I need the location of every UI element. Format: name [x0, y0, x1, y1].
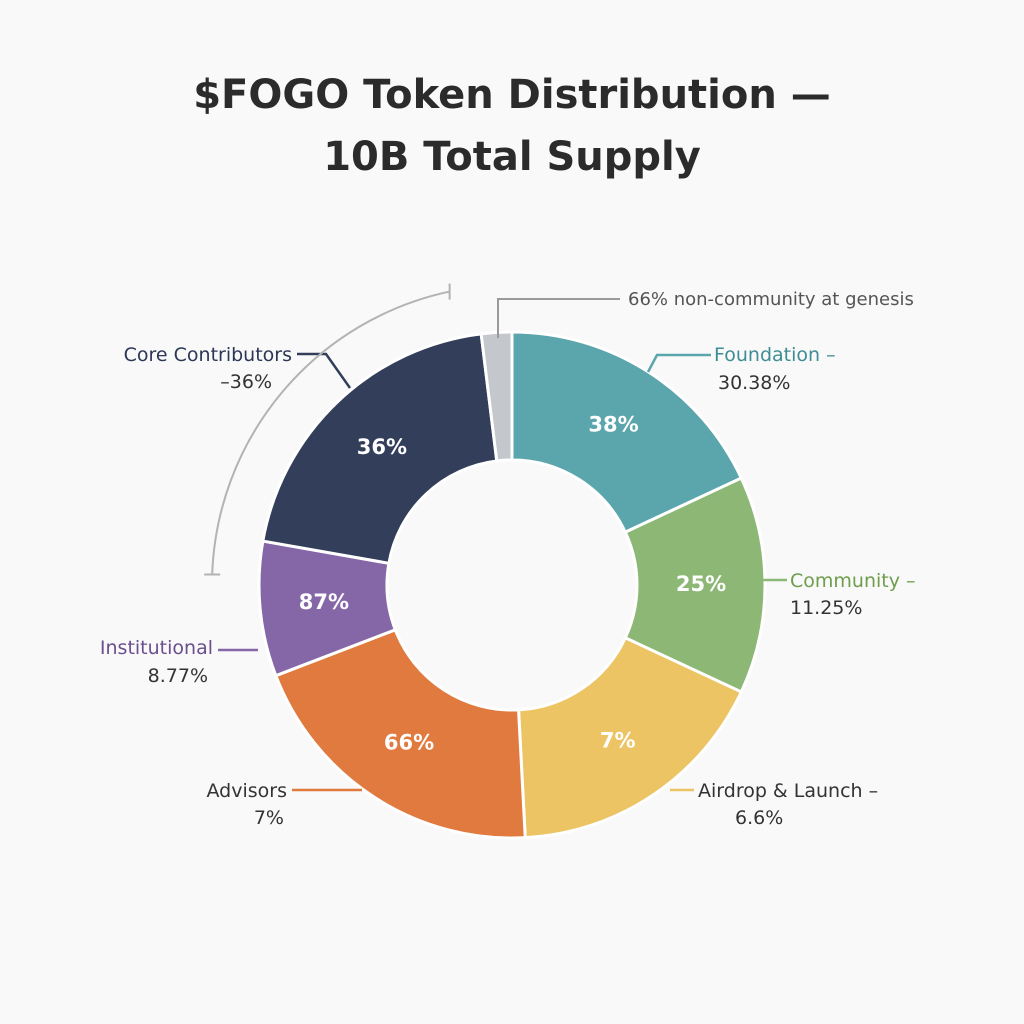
callout-name: Institutional	[100, 637, 213, 659]
donut-slice-community	[623, 476, 767, 694]
slice-percent-label: 66%	[384, 731, 434, 755]
callout-name: Airdrop & Launch –	[698, 780, 878, 802]
callout-value: 6.6%	[735, 807, 783, 829]
chart-title-line-2: 10B Total Supply	[323, 134, 701, 180]
donut-slice-foundation	[510, 330, 744, 535]
callout-leader-line	[646, 353, 711, 373]
donut-slices	[257, 330, 767, 840]
donut-slice-unlabeled	[479, 330, 514, 463]
slice-labels: 38% 25% 7% 66% 87% 36%	[299, 413, 726, 755]
donut-slice-airdrop-launch	[516, 635, 744, 840]
donut-slice-core-contributors	[261, 332, 499, 566]
slice-percent-label: 25%	[676, 572, 726, 596]
annotation-bracket-arc	[211, 290, 450, 575]
callout-name: Foundation –	[714, 344, 836, 366]
callout-leader-line	[297, 352, 352, 389]
chart-title-line-1: $FOGO Token Distribution —	[193, 72, 831, 118]
callouts: Foundation – 30.38% Community – 11.25% Airdr…	[100, 344, 916, 829]
slice-percent-label: 87%	[299, 590, 349, 614]
genesis-annotation: 66% non-community at genesis	[204, 283, 914, 576]
slice-percent-label: 36%	[357, 435, 407, 459]
callout-value: 30.38%	[718, 372, 790, 394]
annotation-text: 66% non-community at genesis	[628, 289, 914, 310]
callout-value: 7%	[254, 807, 284, 829]
callout-value: 8.77%	[148, 665, 208, 687]
slice-percent-label: 38%	[588, 413, 638, 437]
callout-value: 11.25%	[790, 597, 862, 619]
callout-value: –36%	[220, 371, 272, 393]
callout-name: Community –	[790, 570, 916, 592]
donut-slice-advisors	[273, 627, 527, 840]
annotation-leader-line	[497, 298, 620, 338]
callout-name: Core Contributors	[124, 344, 292, 366]
slice-percent-label: 7%	[600, 729, 636, 753]
callout-name: Advisors	[207, 780, 287, 802]
